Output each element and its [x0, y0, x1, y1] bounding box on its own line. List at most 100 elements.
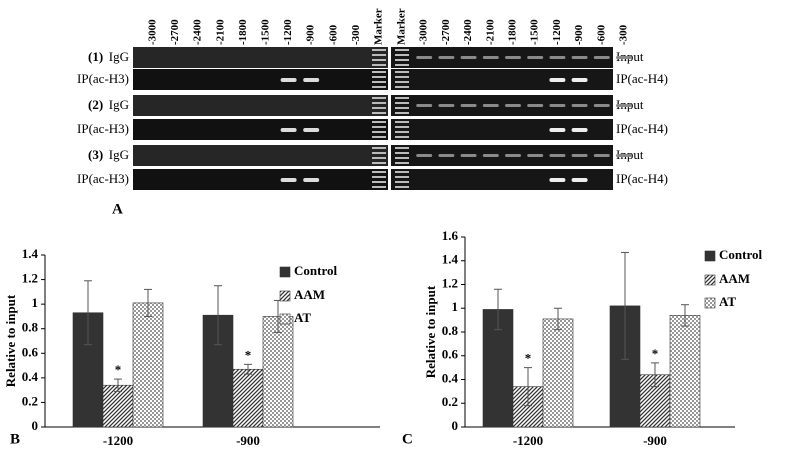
band	[416, 56, 433, 59]
y-tick-label: 0.6	[22, 344, 39, 359]
band	[482, 104, 499, 107]
band	[527, 104, 544, 107]
ladder-band	[372, 152, 386, 154]
y-tick-label: 0.2	[22, 393, 38, 408]
gel-strip	[391, 119, 613, 140]
ladder-band	[372, 121, 386, 123]
band	[438, 104, 455, 107]
gel-strip	[133, 69, 388, 90]
band	[549, 56, 566, 59]
significance: *	[652, 346, 659, 361]
band	[303, 178, 320, 182]
ladder-band	[372, 107, 386, 109]
row-label: IP(ac-H4)	[616, 171, 668, 186]
group-number: (1)	[88, 49, 103, 64]
ladder-band	[395, 86, 409, 88]
band	[616, 154, 632, 157]
lane-label: -1200	[282, 19, 294, 45]
legend-swatch	[704, 274, 716, 286]
group-number: (2)	[88, 97, 103, 112]
ladder-band	[395, 54, 409, 56]
band	[482, 56, 499, 59]
ladder-band	[372, 71, 386, 73]
bar	[102, 384, 134, 428]
legend-label: AT	[294, 310, 311, 325]
band	[549, 78, 566, 82]
gel-strip	[391, 95, 613, 116]
y-tick-label: 1.4	[22, 246, 39, 261]
ladder-band	[395, 152, 409, 154]
band	[571, 78, 588, 82]
band	[549, 128, 566, 132]
y-tick-label: 1	[452, 299, 459, 314]
gel-strip	[133, 95, 388, 116]
ladder-band	[395, 126, 409, 128]
row-label: IgG	[109, 49, 129, 64]
ladder-band	[372, 54, 386, 56]
band	[460, 104, 477, 107]
bar	[669, 315, 701, 428]
lane-label: -2400	[192, 19, 204, 45]
lane-label: -900	[573, 24, 585, 45]
legend-label: AAM	[294, 287, 325, 302]
ladder-band	[395, 176, 409, 178]
lane-label: -1800	[507, 19, 519, 45]
ladder-band	[395, 81, 409, 83]
significance: *	[525, 351, 532, 366]
lane-label: -600	[327, 24, 339, 45]
ladder-band	[395, 131, 409, 133]
ladder-band	[395, 97, 409, 99]
band	[505, 154, 521, 157]
legend-swatch	[704, 297, 716, 309]
ladder-band	[372, 126, 386, 128]
band	[416, 154, 433, 157]
band	[593, 154, 610, 157]
y-tick-label: 1.4	[442, 252, 459, 267]
ladder-band	[372, 186, 386, 188]
lane-label: -1800	[237, 19, 249, 45]
legend-swatch	[279, 266, 291, 278]
lane-label: -1500	[260, 19, 272, 45]
gel-strip	[391, 47, 613, 68]
ladder-band	[395, 107, 409, 109]
y-tick-label: 0.2	[442, 394, 458, 409]
gel-strip	[391, 69, 613, 90]
y-tick-label: 0	[452, 418, 459, 433]
ladder-band	[395, 181, 409, 183]
band	[482, 154, 499, 157]
lane-label: -300	[350, 24, 362, 45]
row-label: IgG	[109, 97, 129, 112]
ladder-band	[395, 162, 409, 164]
ladder-band	[395, 76, 409, 78]
ladder-band	[395, 157, 409, 159]
band	[593, 104, 610, 107]
lane-label: -600	[595, 24, 607, 45]
lane-label: -3000	[147, 19, 159, 45]
row-label: IP(ac-H3)	[77, 71, 129, 86]
lane-label: -2100	[214, 19, 226, 45]
ladder-band	[372, 102, 386, 104]
ladder-band	[395, 186, 409, 188]
significance: *	[115, 362, 122, 377]
legend-label: AAM	[719, 271, 750, 286]
gel-strip	[133, 47, 388, 68]
gel-strip	[133, 169, 388, 190]
band	[571, 128, 588, 132]
group-number: (3)	[88, 147, 103, 162]
y-axis-title: Relative to input	[3, 294, 18, 387]
x-tick-label: -1200	[103, 433, 133, 448]
y-tick-label: 0.6	[442, 347, 459, 362]
band	[549, 154, 566, 157]
band	[438, 56, 455, 59]
row-label: IP(ac-H4)	[616, 121, 668, 136]
gel-strip	[391, 169, 613, 190]
band	[505, 104, 521, 107]
ladder-band	[372, 97, 386, 99]
bar	[262, 316, 294, 428]
y-tick-label: 0.8	[442, 323, 459, 338]
significance: *	[245, 347, 252, 362]
lane-label: Marker	[373, 8, 385, 45]
ladder-band	[395, 49, 409, 51]
row-label: IP(ac-H3)	[77, 121, 129, 136]
